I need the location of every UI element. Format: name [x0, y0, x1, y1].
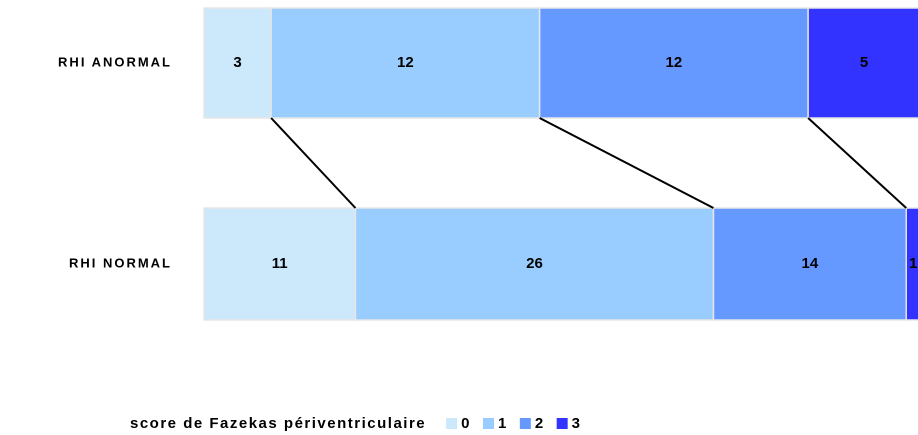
value-label: 14 — [802, 255, 819, 272]
value-label: 3 — [233, 54, 241, 71]
legend-label: 3 — [572, 415, 582, 432]
category-label: RHI NORMAL — [69, 255, 172, 270]
value-label: 26 — [526, 255, 543, 272]
legend-label: 1 — [498, 415, 508, 432]
value-label: 5 — [860, 54, 868, 71]
legend-title: score de Fazekas périventriculaire — [130, 415, 426, 432]
bar-segment — [807, 7, 918, 119]
bar-segment — [712, 207, 907, 321]
value-label: 12 — [397, 54, 414, 71]
bar-segment — [354, 207, 715, 321]
bar-segment — [270, 7, 541, 119]
legend-swatch — [556, 418, 568, 429]
value-label: 11 — [272, 255, 288, 272]
bar-segment — [203, 207, 357, 321]
legend-swatch — [519, 418, 531, 429]
bar-segment — [203, 7, 272, 119]
connector-line — [270, 117, 357, 209]
connector-line — [807, 117, 907, 209]
legend-swatch — [446, 418, 458, 429]
legend-swatch — [482, 418, 494, 429]
value-label: 12 — [666, 54, 683, 71]
legend-label: 2 — [535, 415, 545, 432]
bar-segment — [538, 7, 809, 119]
legend-label: 0 — [461, 415, 471, 432]
value-label: 1 — [909, 255, 917, 272]
category-label: RHI ANORMAL — [58, 54, 172, 69]
bar-segment — [905, 207, 918, 321]
connector-line — [539, 117, 714, 209]
